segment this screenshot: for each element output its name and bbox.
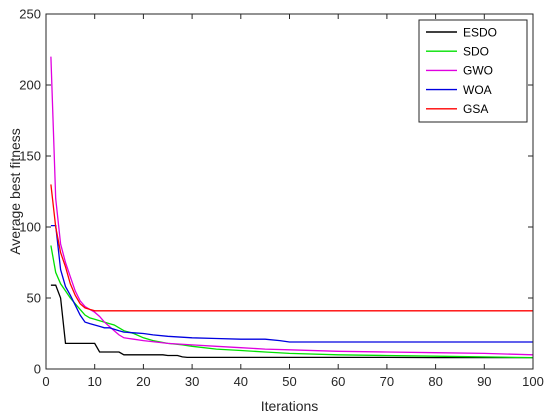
series-line-esdo bbox=[50, 284, 533, 359]
x-tick-label: 20 bbox=[136, 374, 150, 389]
x-tick-label: 30 bbox=[185, 374, 199, 389]
legend-label-gsa: GSA bbox=[463, 102, 488, 116]
series-line-gsa bbox=[50, 184, 533, 312]
y-tick-label: 150 bbox=[19, 149, 41, 164]
legend-label-gwo: GWO bbox=[463, 64, 493, 78]
x-tick-label: 100 bbox=[522, 374, 544, 389]
x-tick-label: 60 bbox=[331, 374, 345, 389]
legend-label-sdo: SDO bbox=[463, 45, 489, 59]
x-tick-label: 80 bbox=[428, 374, 442, 389]
x-tick-label: 0 bbox=[42, 374, 49, 389]
x-tick-label: 10 bbox=[87, 374, 101, 389]
x-tick-label: 40 bbox=[234, 374, 248, 389]
y-tick-label: 100 bbox=[19, 220, 41, 235]
y-tick-label: 250 bbox=[19, 7, 41, 22]
y-axis-title: Average best fitness bbox=[7, 128, 23, 255]
y-tick-label: 50 bbox=[27, 291, 41, 306]
series-line-gwo bbox=[50, 56, 533, 356]
legend-label-woa: WOA bbox=[463, 83, 492, 97]
y-tick-label: 0 bbox=[34, 362, 41, 377]
x-axis-title: Iterations bbox=[261, 398, 319, 414]
x-tick-label: 50 bbox=[282, 374, 296, 389]
y-tick-label: 200 bbox=[19, 78, 41, 93]
series-line-woa bbox=[50, 224, 533, 343]
legend-label-esdo: ESDO bbox=[463, 25, 497, 39]
legend: ESDO SDO GWO WOA GSA bbox=[418, 19, 528, 123]
x-tick-label: 90 bbox=[477, 374, 491, 389]
axes: 0 10 20 30 40 50 60 70 80 90 100 0 50 100 150 200 250 bbox=[19, 7, 544, 390]
x-tick-label: 70 bbox=[380, 374, 394, 389]
